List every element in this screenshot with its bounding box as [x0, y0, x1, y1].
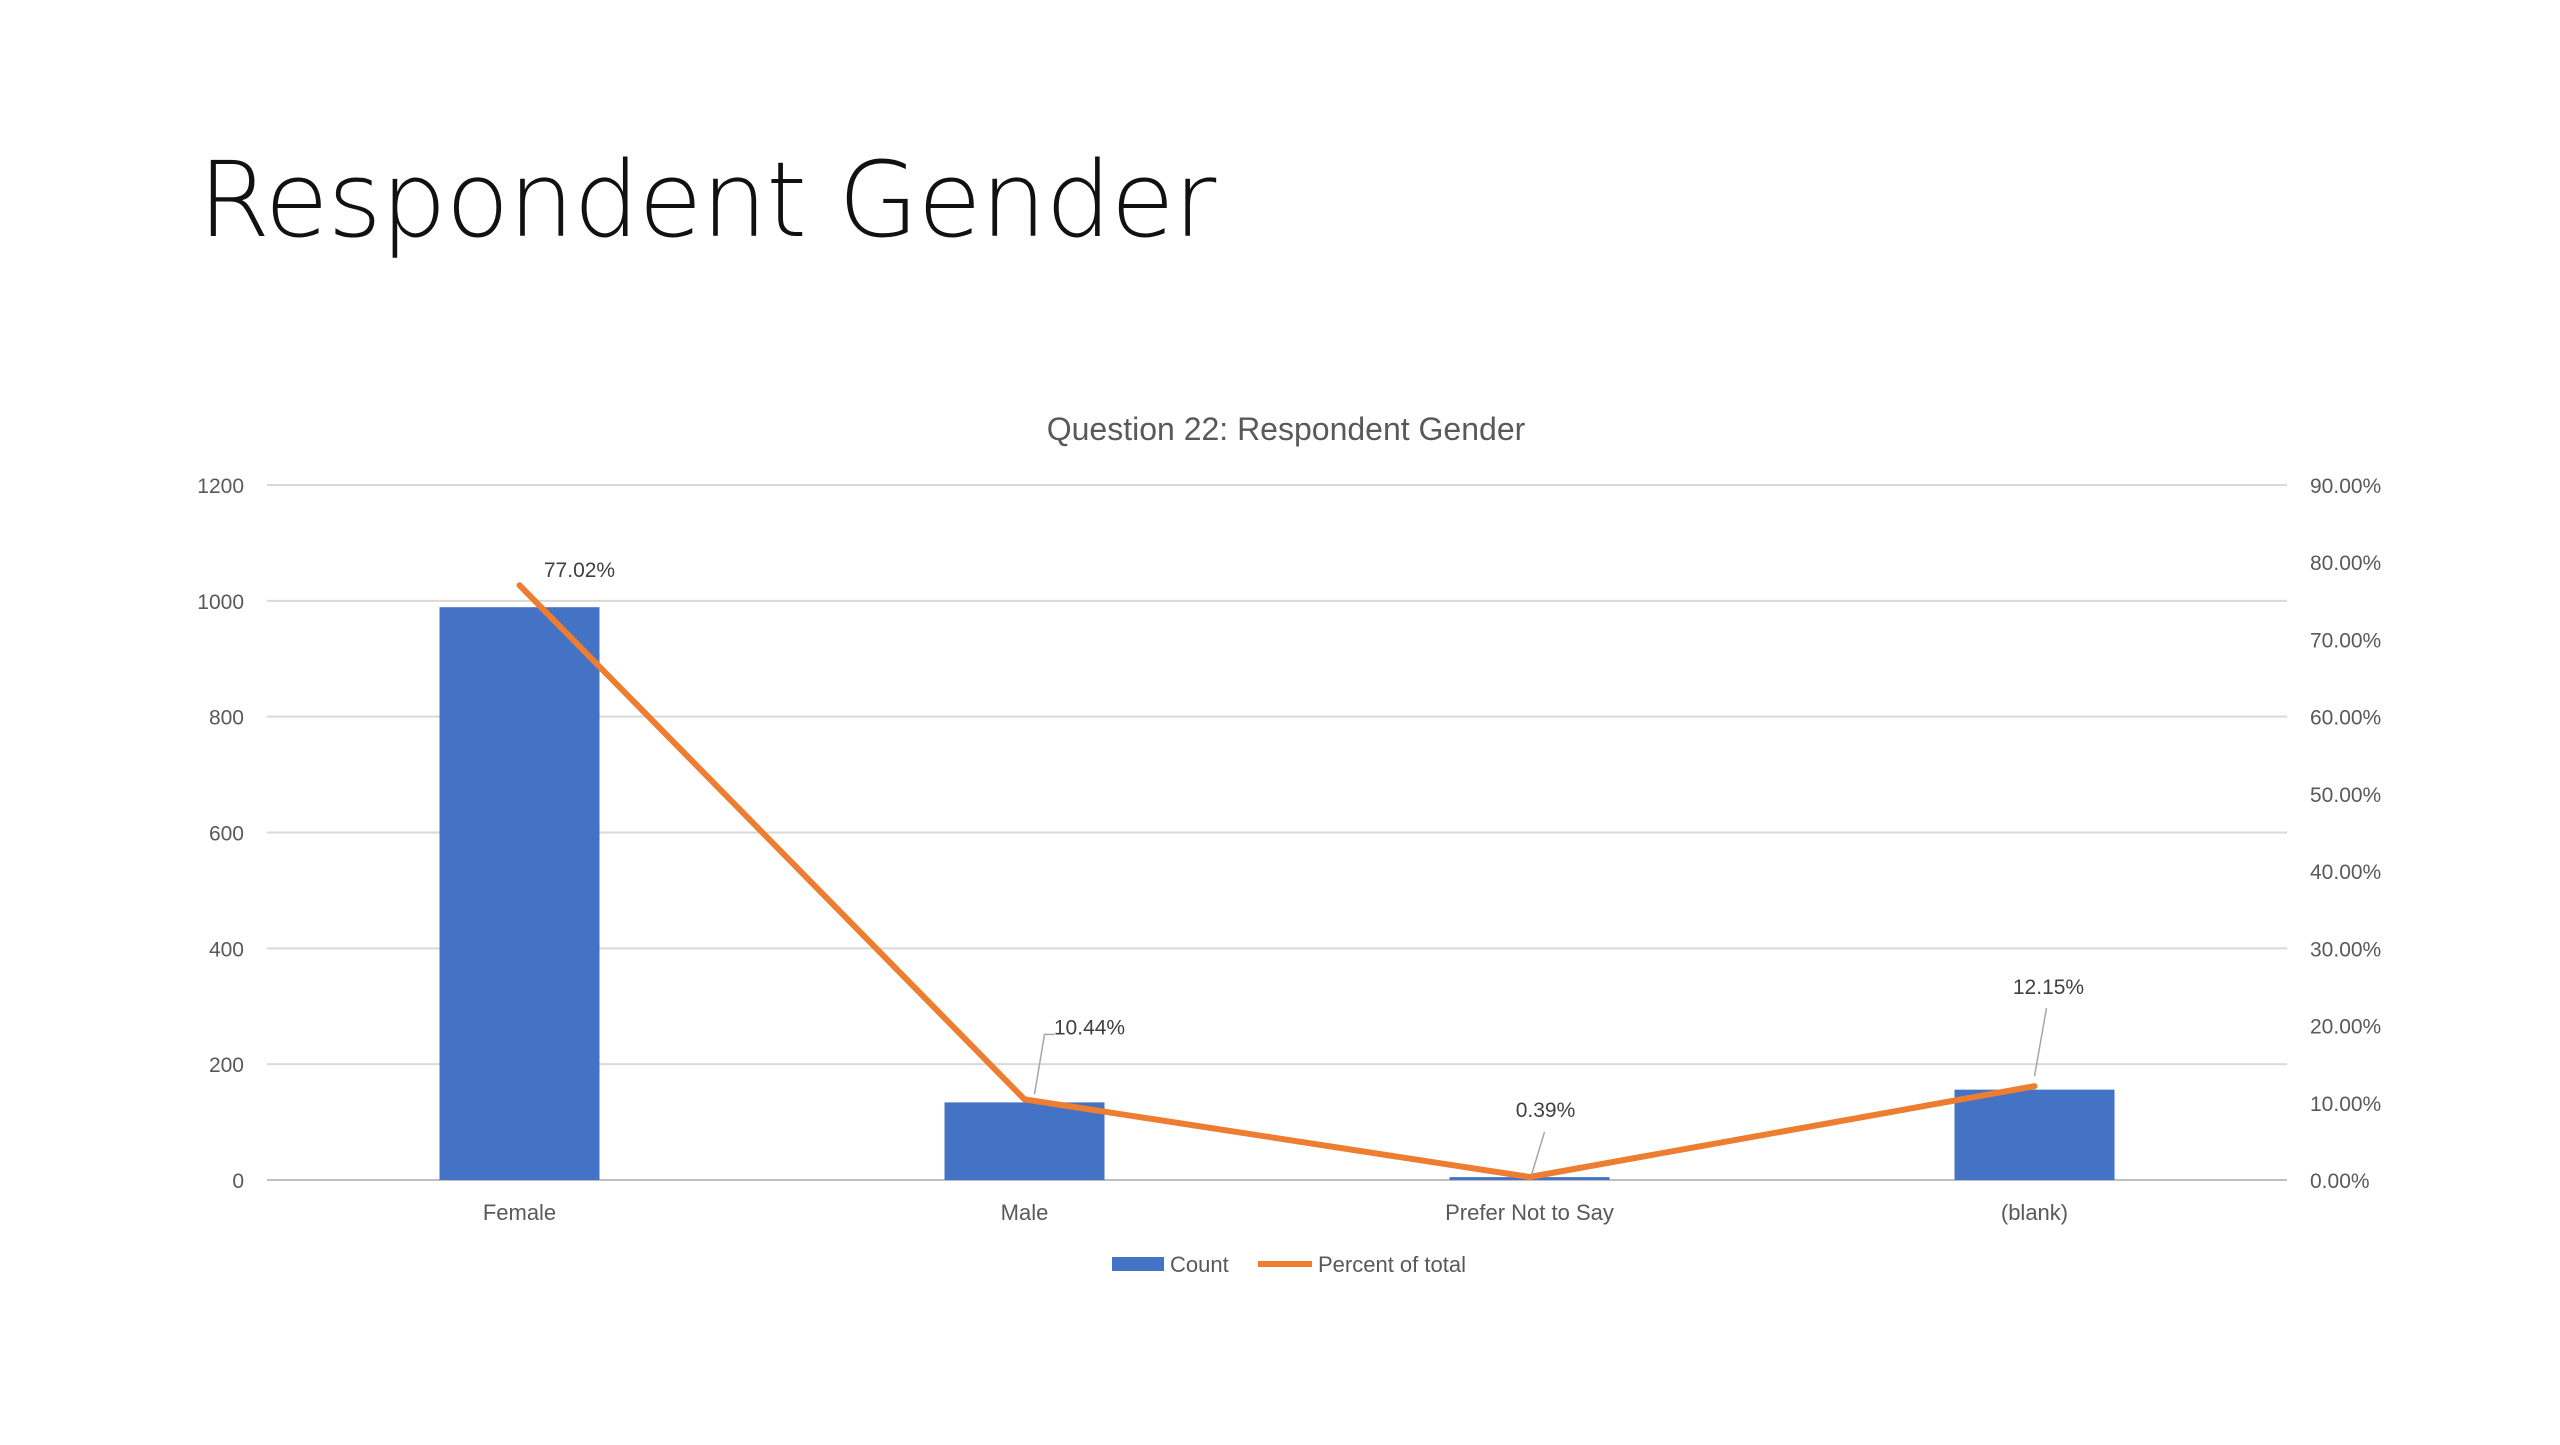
- percent-data-label: 77.02%: [544, 559, 615, 582]
- left-axis-tick-label: 200: [209, 1054, 244, 1077]
- right-axis-tick-label: 60.00%: [2310, 707, 2381, 730]
- right-axis-tick-label: 20.00%: [2310, 1016, 2381, 1039]
- right-axis-tick-label: 0.00%: [2310, 1170, 2370, 1193]
- left-axis: 0 200 400 600 800 1000 1200: [197, 475, 244, 1193]
- line-point: [518, 584, 521, 587]
- gridlines: [267, 484, 2287, 1181]
- right-axis-tick-label: 40.00%: [2310, 861, 2381, 884]
- category-label: Prefer Not to Say: [1445, 1200, 1614, 1225]
- left-axis-tick-label: 800: [209, 707, 244, 730]
- line-point: [1023, 1098, 1026, 1101]
- left-axis-tick-label: 1200: [197, 475, 244, 498]
- right-axis-tick-label: 30.00%: [2310, 938, 2381, 961]
- leader-line: [1033, 1033, 1055, 1095]
- right-axis-tick-label: 70.00%: [2310, 629, 2381, 652]
- leader-line: [2033, 1008, 2048, 1077]
- leader-line: [1530, 1131, 1546, 1176]
- category-axis: Female Male Prefer Not to Say (blank): [483, 1200, 2068, 1225]
- category-label: Male: [1001, 1200, 1049, 1225]
- right-axis: 0.00% 10.00% 20.00% 30.00% 40.00% 50.00% 60.00…: [2310, 475, 2381, 1193]
- percent-data-label: 10.44%: [1054, 1016, 1125, 1039]
- bar: [944, 1102, 1105, 1180]
- left-axis-tick-label: 0: [232, 1170, 244, 1193]
- slide-title: Respondent Gender: [198, 139, 1216, 261]
- category-label: (blank): [2001, 1200, 2068, 1225]
- percent-line: [516, 582, 2038, 1180]
- bar: [1954, 1089, 2115, 1180]
- right-axis-tick-label: 80.00%: [2310, 552, 2381, 575]
- right-axis-tick-label: 50.00%: [2310, 784, 2381, 807]
- line-point: [1528, 1175, 1531, 1178]
- left-axis-tick-label: 600: [209, 823, 244, 846]
- chart-title: Question 22: Respondent Gender: [1047, 411, 1526, 447]
- legend: Count Percent of total: [1112, 1252, 1466, 1277]
- legend-label-percent: Percent of total: [1318, 1252, 1466, 1277]
- category-label: Female: [483, 1200, 556, 1225]
- right-axis-tick-label: 10.00%: [2310, 1093, 2381, 1116]
- left-axis-tick-label: 400: [209, 938, 244, 961]
- data-labels: 77.02% 10.44% 0.39% 12.15%: [544, 559, 2084, 1176]
- bar-series-count: [439, 607, 2115, 1180]
- legend-label-count: Count: [1170, 1252, 1229, 1277]
- line-point: [2033, 1085, 2036, 1088]
- left-axis-tick-label: 1000: [197, 591, 244, 614]
- bar: [439, 607, 600, 1180]
- line-series-percent: [516, 582, 2038, 1180]
- percent-data-label: 0.39%: [1516, 1099, 1576, 1122]
- percent-data-label: 12.15%: [2013, 976, 2084, 999]
- legend-swatch-count: [1112, 1257, 1164, 1271]
- right-axis-tick-label: 90.00%: [2310, 475, 2381, 498]
